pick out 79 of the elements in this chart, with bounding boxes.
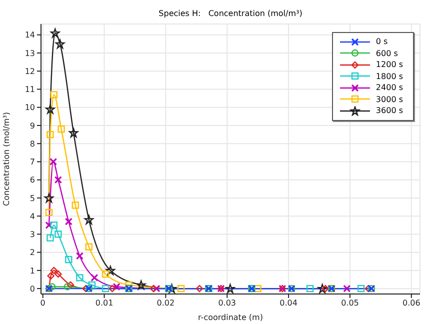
point — [68, 128, 78, 138]
point — [88, 281, 96, 289]
point — [44, 193, 54, 203]
x-tick-label: 0.03 — [218, 298, 236, 308]
point — [318, 284, 327, 294]
point — [167, 284, 176, 294]
legend-label: 3600 s — [376, 106, 404, 116]
y-tick-label: 2 — [30, 248, 35, 258]
point — [49, 158, 58, 166]
x-axis-title: r-coordinate (m) — [198, 313, 263, 322]
point — [54, 230, 62, 238]
x-tick-label: 0.05 — [341, 298, 359, 308]
point — [177, 284, 185, 292]
point — [45, 221, 53, 229]
point — [226, 284, 235, 294]
legend-label: 3000 s — [376, 94, 404, 104]
point — [136, 280, 146, 290]
point — [46, 130, 54, 138]
point — [58, 126, 65, 133]
point — [102, 284, 110, 292]
point — [54, 176, 62, 184]
y-tick-label: 8 — [30, 139, 35, 148]
x-tick-label: 0 — [40, 298, 46, 308]
point — [64, 283, 72, 290]
point — [76, 252, 84, 260]
point — [84, 215, 94, 224]
point — [106, 266, 116, 276]
point — [72, 202, 79, 209]
legend-label: 1200 s — [376, 60, 404, 70]
point — [65, 256, 72, 264]
legend-label: 2400 s — [376, 83, 404, 92]
y-tick-label: 0 — [30, 284, 35, 294]
point — [46, 234, 54, 242]
point — [112, 282, 120, 291]
point — [85, 243, 93, 250]
point — [306, 284, 314, 292]
point — [343, 284, 351, 292]
y-tick-label: 14 — [24, 30, 35, 40]
legend-label: 1800 s — [376, 72, 404, 81]
point — [66, 281, 74, 289]
y-tick-label: 4 — [30, 212, 35, 221]
point — [50, 91, 58, 98]
point — [45, 208, 53, 216]
y-axis-title: Concentration (mol/m³) — [2, 112, 11, 206]
point — [150, 284, 158, 292]
y-tick-label: 13 — [24, 48, 35, 58]
y-tick-label: 9 — [30, 121, 35, 130]
point — [50, 266, 58, 274]
point — [55, 39, 65, 49]
point — [46, 104, 55, 114]
point — [47, 272, 54, 280]
point — [152, 284, 160, 292]
y-tick-label: 7 — [30, 158, 35, 167]
point — [54, 270, 62, 278]
y-tick-label: 6 — [30, 176, 35, 185]
point — [357, 284, 365, 292]
y-tick-label: 12 — [24, 66, 35, 76]
x-tick-label: 0.04 — [280, 298, 298, 308]
point — [108, 284, 116, 292]
point — [50, 28, 60, 38]
point — [196, 284, 204, 292]
point — [50, 222, 58, 229]
x-tick-label: 0.06 — [402, 298, 420, 308]
point — [48, 283, 56, 290]
y-tick-label: 11 — [24, 85, 35, 94]
y-tick-label: 5 — [30, 194, 35, 203]
point — [125, 281, 132, 289]
y-tick-label: 3 — [30, 230, 35, 240]
chart-title: Species H: Concentration (mol/m³) — [158, 9, 304, 18]
point — [76, 274, 84, 282]
x-tick-label: 0.01 — [95, 298, 114, 308]
y-tick-label: 1 — [30, 266, 35, 276]
point — [64, 218, 72, 226]
legend-label: 600 s — [376, 48, 399, 58]
legend-label: 0 s — [376, 37, 389, 46]
x-tick-label: 0.02 — [156, 298, 175, 308]
point — [90, 274, 98, 282]
point — [102, 270, 110, 278]
y-tick-label: 10 — [24, 103, 35, 112]
